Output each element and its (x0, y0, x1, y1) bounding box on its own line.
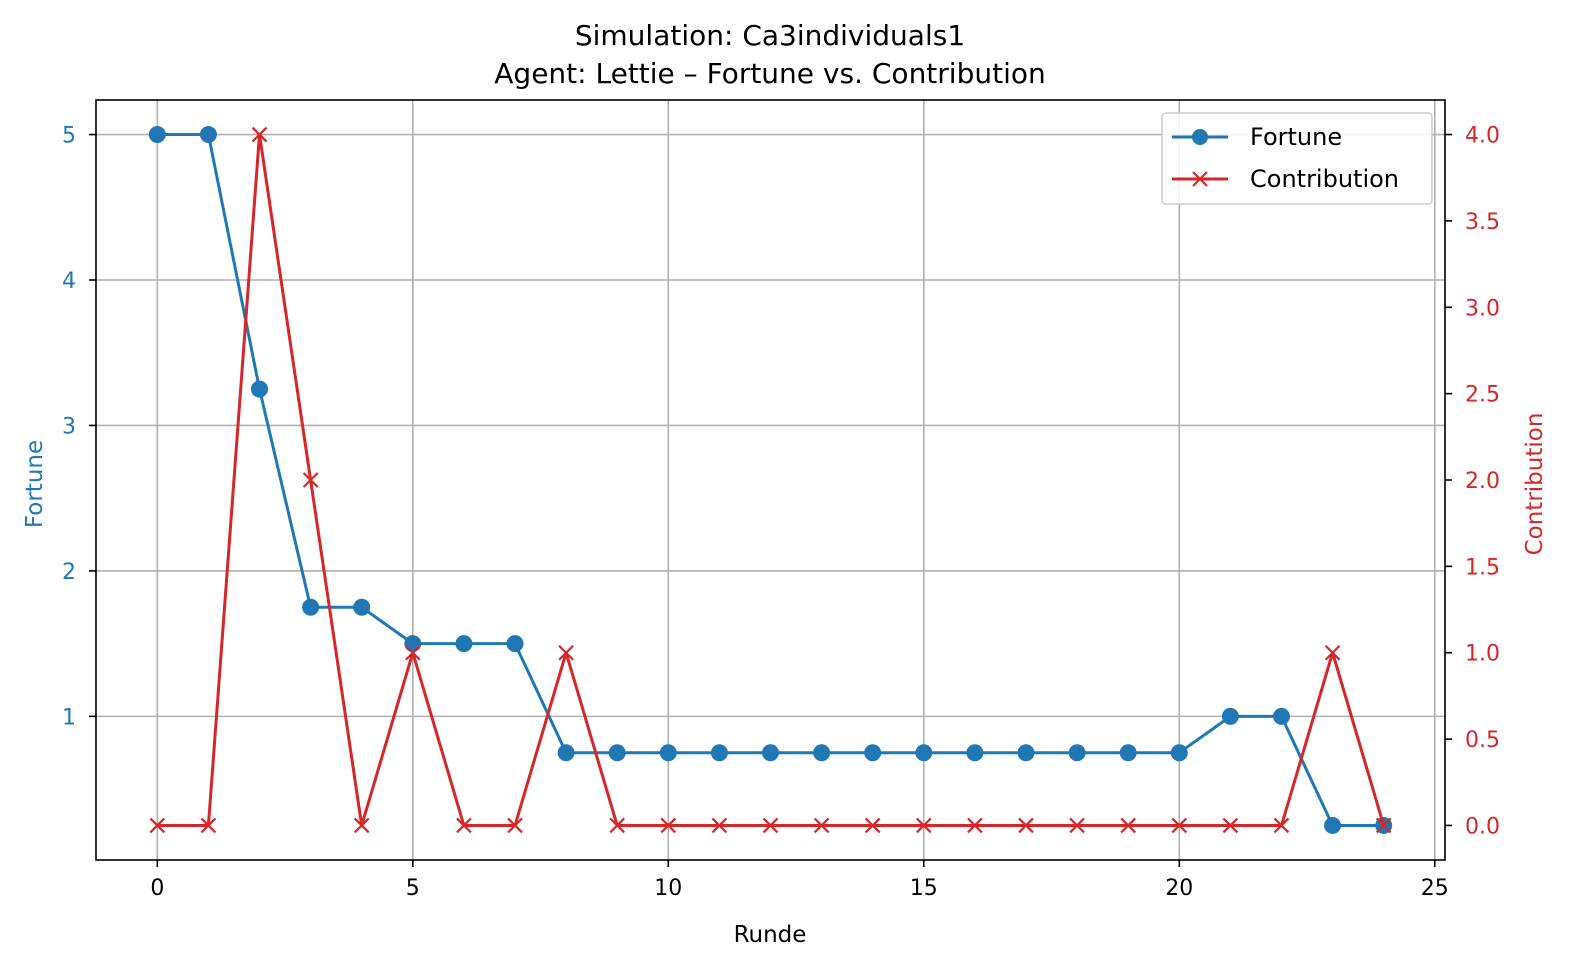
x-tick-label: 5 (406, 876, 420, 901)
fortune-point (251, 380, 269, 398)
y-right-ticks: 0.0 0.5 1.0 1.5 2.0 2.5 3.0 3.5 4.0 (1445, 124, 1500, 839)
contribution-point (762, 817, 779, 834)
legend-fortune-marker (1192, 129, 1208, 145)
x-tick-label: 15 (910, 876, 938, 901)
contribution-point (405, 644, 421, 661)
contribution-point (149, 817, 166, 834)
contribution-point (660, 817, 677, 834)
fortune-point (1170, 744, 1188, 762)
fortune-point (710, 744, 728, 762)
legend: Fortune Contribution (1161, 112, 1433, 205)
contribution-point (967, 817, 983, 834)
fortune-point (1221, 707, 1239, 725)
fortune-point (302, 598, 320, 616)
legend-fortune-label: Fortune (1250, 123, 1342, 151)
y-left-tick-label: 5 (62, 124, 76, 149)
contribution-point (558, 644, 574, 661)
contribution-point (1324, 644, 1341, 661)
contribution-point (1120, 817, 1136, 834)
fortune-point (1272, 707, 1290, 725)
x-tick-label: 10 (654, 876, 682, 901)
fortune-point (1068, 744, 1086, 762)
contribution-point (1018, 817, 1034, 834)
y-right-tick-label: 0.5 (1465, 728, 1500, 753)
contribution-point (200, 817, 217, 834)
y-left-tick-label: 4 (62, 269, 76, 294)
x-tick-label: 0 (150, 876, 164, 901)
fortune-point (608, 744, 626, 762)
grid (96, 100, 1445, 860)
fortune-point (915, 744, 933, 762)
legend-contribution-marker (1192, 171, 1208, 187)
fortune-point (864, 744, 882, 762)
y-left-tick-label: 3 (62, 414, 76, 439)
fortune-line (157, 133, 1384, 827)
y-left-axis-label: Fortune (22, 440, 48, 528)
fortune-point (506, 635, 524, 653)
series-fortune (148, 126, 1393, 834)
y-right-tick-label: 1.5 (1465, 555, 1500, 580)
contribution-point (1171, 817, 1188, 834)
fortune-point (455, 635, 473, 653)
contribution-point (1375, 817, 1392, 834)
fortune-point (1119, 744, 1137, 762)
y-left-tick-label: 1 (62, 705, 76, 730)
contribution-point (711, 817, 728, 834)
x-tick-label: 20 (1165, 876, 1193, 901)
fortune-point (659, 744, 677, 762)
y-right-tick-label: 2.5 (1465, 383, 1500, 408)
contribution-point (609, 817, 625, 834)
contribution-point (507, 817, 523, 834)
series-contribution (149, 126, 1392, 834)
legend-box (1161, 112, 1433, 205)
y-right-tick-label: 4.0 (1465, 124, 1500, 149)
contribution-point (251, 126, 268, 143)
fortune-point (813, 744, 831, 762)
y-right-tick-label: 3.5 (1465, 210, 1500, 235)
contribution-line (157, 133, 1386, 827)
x-axis-label: Runde (734, 922, 807, 948)
contribution-point (864, 817, 881, 834)
legend-contribution-label: Contribution (1250, 165, 1399, 193)
y-right-axis-label: Contribution (1522, 413, 1548, 556)
contribution-point (813, 817, 830, 834)
y-right-tick-label: 2.0 (1465, 469, 1500, 494)
contribution-point (302, 472, 319, 488)
chart-title: Simulation: Ca3individuals1 (575, 19, 965, 52)
fortune-point (148, 126, 166, 144)
x-ticks: 0 5 10 15 20 25 (150, 860, 1449, 901)
y-right-tick-label: 3.0 (1465, 296, 1500, 321)
fortune-point (966, 744, 984, 762)
fortune-point (1017, 744, 1035, 762)
contribution-point (353, 817, 370, 834)
fortune-point (762, 744, 779, 762)
fortune-point (557, 744, 575, 762)
contribution-point (1069, 817, 1085, 834)
series-layer (148, 126, 1393, 834)
fortune-point (1324, 816, 1342, 834)
chart-subtitle: Agent: Lettie – Fortune vs. Contribution (494, 57, 1045, 90)
y-left-tick-label: 2 (62, 560, 76, 585)
fortune-point (353, 598, 371, 616)
x-tick-label: 25 (1421, 876, 1449, 901)
fortune-point (199, 126, 217, 144)
contribution-point (1273, 817, 1290, 834)
y-right-tick-label: 0.0 (1465, 814, 1500, 839)
contribution-point (916, 817, 932, 834)
contribution-point (456, 817, 472, 834)
fortune-point (404, 635, 422, 653)
contribution-point (1222, 817, 1239, 834)
y-right-tick-label: 1.0 (1465, 642, 1500, 667)
y-left-ticks: 1 2 3 4 5 (62, 124, 96, 730)
